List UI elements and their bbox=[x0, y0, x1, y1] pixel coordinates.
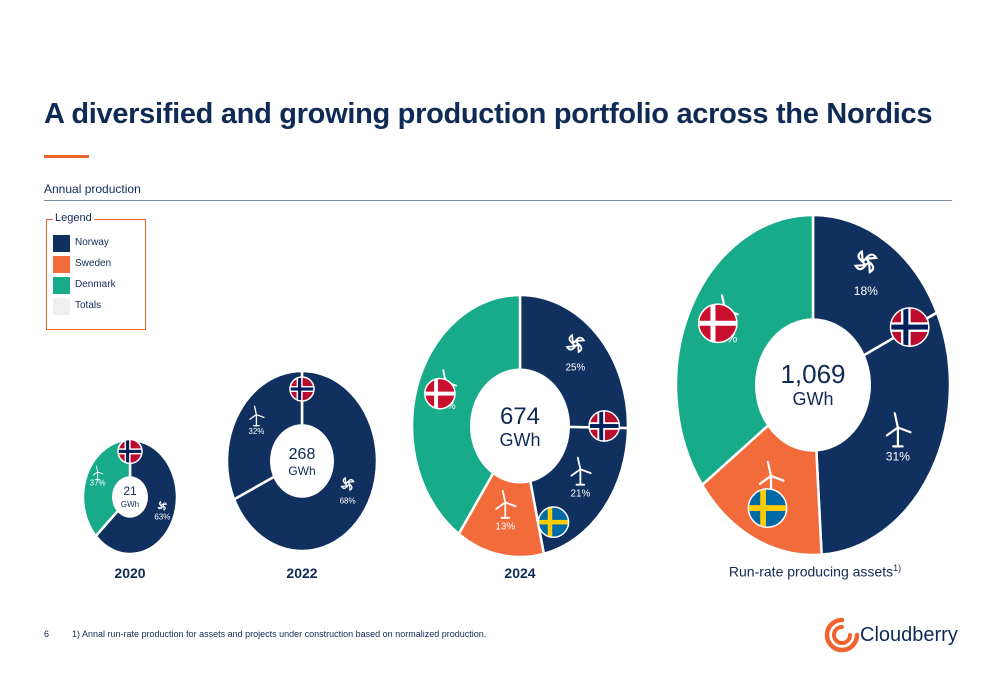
legend: Legend Norway Sweden Denmark Totals bbox=[46, 212, 146, 330]
title-accent-line bbox=[44, 155, 89, 158]
total-unit: GWh bbox=[288, 464, 315, 478]
wind-turbine-icon bbox=[249, 405, 265, 427]
hydro-icon bbox=[340, 476, 355, 492]
legend-label: Denmark bbox=[75, 279, 116, 290]
category-label-2024: 2024 bbox=[504, 565, 536, 581]
section-subtitle: Annual production bbox=[44, 182, 141, 196]
totals-circle bbox=[112, 476, 148, 518]
section-divider bbox=[44, 200, 952, 201]
wind-turbine-icon bbox=[570, 456, 592, 486]
pie-slice bbox=[81, 438, 132, 538]
slice-percent-label: 13% bbox=[495, 521, 515, 532]
flag-sweden-icon bbox=[537, 506, 570, 539]
total-value: 674 bbox=[500, 403, 540, 430]
total-unit: GWh bbox=[499, 430, 540, 450]
totals-circle bbox=[755, 318, 871, 452]
legend-swatch-denmark bbox=[53, 277, 70, 294]
legend-title: Legend bbox=[53, 212, 94, 224]
flag-norway-icon bbox=[117, 438, 143, 465]
legend-label: Norway bbox=[75, 237, 109, 248]
flag-norway-icon bbox=[889, 307, 930, 348]
page-title: A diversified and growing production por… bbox=[44, 98, 933, 130]
totals-circle bbox=[470, 368, 570, 484]
wind-turbine-icon bbox=[495, 489, 517, 519]
flag-norway-icon bbox=[588, 410, 621, 442]
flag-sweden-icon bbox=[747, 488, 788, 528]
slice-percent-label: 25% bbox=[566, 363, 586, 374]
wind-turbine-icon bbox=[92, 465, 104, 481]
pie-chart-0: 21 GWh 63% 37% bbox=[81, 438, 179, 556]
slice-percent-label: 37% bbox=[90, 478, 106, 487]
slice-percent-label: 18% bbox=[854, 284, 878, 298]
legend-label: Sweden bbox=[75, 258, 112, 269]
page-number: 6 bbox=[44, 629, 50, 639]
brand-name: Cloudberry bbox=[860, 624, 958, 646]
total-unit: GWh bbox=[792, 389, 833, 409]
wind-turbine-icon bbox=[885, 412, 912, 448]
legend-swatch-norway bbox=[53, 235, 70, 252]
hydro-icon bbox=[853, 249, 878, 274]
slice-percent-label: 31% bbox=[886, 450, 910, 464]
flag-denmark-icon bbox=[697, 303, 738, 344]
legend-swatch-sweden bbox=[53, 256, 70, 273]
total-value: 1,069 bbox=[780, 359, 845, 389]
production-charts: 21GWh63%37%268GWh68%32%674GWh25%21%13%40… bbox=[81, 213, 952, 559]
cloudberry-logo: Cloudberry bbox=[824, 617, 964, 657]
legend-label: Totals bbox=[75, 300, 102, 311]
footnote: 1) Annal run-rate production for assets … bbox=[72, 629, 487, 639]
cloudberry-logo-mark-icon bbox=[824, 617, 860, 653]
slice-percent-label: 63% bbox=[154, 512, 170, 521]
footnote-marker: 1) bbox=[893, 563, 902, 573]
slice-percent-label: 68% bbox=[340, 497, 356, 506]
total-value: 21 bbox=[123, 484, 137, 498]
flag-denmark-icon bbox=[424, 377, 456, 410]
category-label-2022: 2022 bbox=[286, 565, 318, 581]
totals-circle bbox=[270, 424, 334, 498]
pie-slice bbox=[410, 293, 522, 536]
category-label-2020: 2020 bbox=[114, 565, 146, 581]
total-value: 268 bbox=[289, 446, 316, 463]
slice-percent-label: 21% bbox=[570, 488, 590, 499]
slice-percent-label: 32% bbox=[248, 427, 264, 436]
hydro-icon bbox=[565, 333, 586, 354]
hydro-icon bbox=[157, 500, 168, 511]
pie-slice bbox=[674, 213, 815, 487]
run-rate-label-text: Run-rate producing assets bbox=[728, 563, 894, 580]
flag-norway-icon bbox=[289, 376, 315, 402]
total-unit: GWh bbox=[121, 500, 139, 509]
category-label-run-rate: Run-rate producing assets1) bbox=[729, 563, 901, 580]
legend-swatch-totals bbox=[53, 298, 70, 315]
